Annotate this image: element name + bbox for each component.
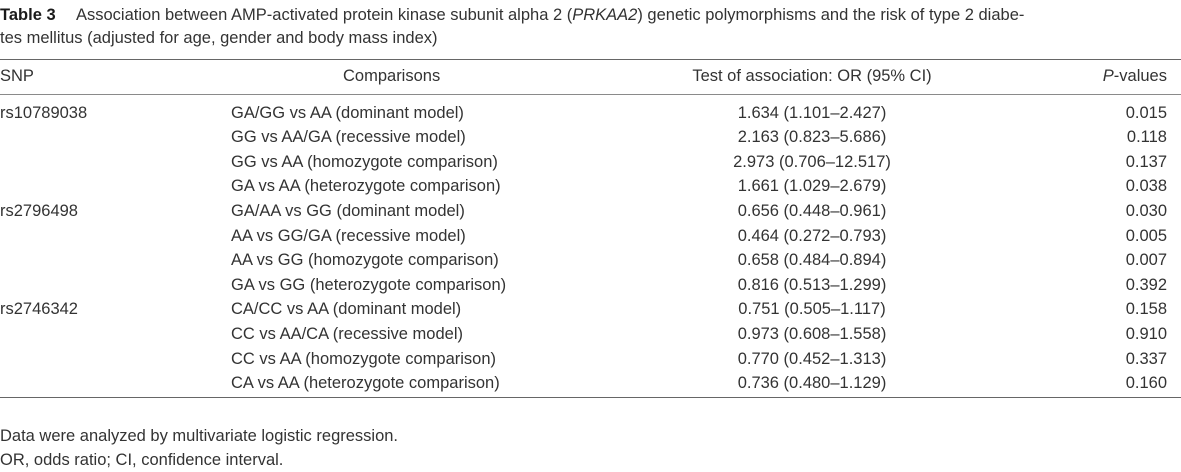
p-value-cell: 0.337 [1125, 349, 1167, 368]
p-value-cell: 0.030 [1125, 201, 1167, 220]
bottom-rule [0, 397, 1181, 399]
comparison-cell: AA vs GG/GA (recessive model) [231, 226, 466, 245]
table-row: GA vs GG (heterozygote comparison) 0.816 … [0, 273, 1181, 298]
odds-ratio-cell: 0.973 (0.608–1.558) [737, 324, 887, 343]
caption-gene: PRKAA2 [572, 6, 638, 24]
table-row: CC vs AA/CA (recessive model) 0.973 (0.60… [0, 322, 1181, 347]
header-p-italic: P [1102, 67, 1114, 85]
comparison-cell: GG vs AA/GA (recessive model) [231, 128, 466, 147]
header-p-rest: -values [1113, 67, 1167, 85]
p-value-cell: 0.038 [1125, 177, 1167, 196]
header-rule [0, 94, 1181, 95]
snp-cell: rs2796498 [0, 201, 78, 220]
footnote-method: Data were analyzed by multivariate logis… [0, 427, 399, 445]
p-value-cell: 0.392 [1125, 275, 1167, 294]
header-snp: SNP [0, 67, 34, 85]
table-row: AA vs GG (homozygote comparison) 0.658 (0… [0, 248, 1181, 273]
odds-ratio-cell: 0.464 (0.272–0.793) [737, 226, 887, 245]
comparison-cell: CA vs AA (heterozygote comparison) [231, 374, 500, 393]
comparison-cell: GA/AA vs GG (dominant model) [231, 201, 465, 220]
p-value-cell: 0.015 [1125, 103, 1167, 122]
comparison-cell: GG vs AA (homozygote comparison) [231, 152, 498, 171]
odds-ratio-cell: 2.973 (0.706–12.517) [733, 152, 891, 171]
table-row: rs10789038 GA/GG vs AA (dominant model) 1.… [0, 101, 1181, 126]
header-comparisons: Comparisons [343, 67, 441, 85]
table-row: GA vs AA (heterozygote comparison) 1.661 … [0, 174, 1181, 199]
caption-line-2: tes mellitus (adjusted for age, gender a… [0, 29, 438, 47]
caption-line-1: Table 3 Association between AMP-activated… [0, 4, 1175, 27]
table-row: GG vs AA/GA (recessive model) 2.163 (0.82… [0, 125, 1181, 150]
p-value-cell: 0.160 [1125, 374, 1167, 393]
comparison-cell: GA/GG vs AA (dominant model) [231, 103, 464, 122]
odds-ratio-cell: 0.656 (0.448–0.961) [737, 201, 887, 220]
comparison-cell: CC vs AA (homozygote comparison) [231, 349, 497, 368]
odds-ratio-cell: 2.163 (0.823–5.686) [737, 128, 887, 147]
p-value-cell: 0.910 [1125, 324, 1167, 343]
comparison-cell: AA vs GG (homozygote comparison) [231, 251, 499, 270]
p-value-cell: 0.005 [1125, 226, 1167, 245]
header-test-of-association: Test of association: OR (95% CI) [692, 67, 932, 85]
table-row: AA vs GG/GA (recessive model) 0.464 (0.27… [0, 224, 1181, 249]
odds-ratio-cell: 0.751 (0.505–1.117) [738, 300, 886, 319]
footnote-abbreviations: OR, odds ratio; CI, confidence interval. [0, 451, 284, 469]
p-value-cell: 0.118 [1126, 128, 1167, 147]
odds-ratio-cell: 1.661 (1.029–2.679) [737, 177, 887, 196]
odds-ratio-cell: 1.634 (1.101–2.427) [737, 103, 887, 122]
comparison-cell: GA vs GG (heterozygote comparison) [231, 275, 507, 294]
table-label: Table 3 [0, 6, 56, 24]
table-caption: Table 3 Association between AMP-activated… [0, 4, 1175, 50]
header-p-values: P-values [1103, 64, 1167, 88]
top-rule [0, 59, 1181, 61]
table-row: CC vs AA (homozygote comparison) 0.770 (0… [0, 347, 1181, 372]
odds-ratio-cell: 0.658 (0.484–0.894) [737, 251, 887, 270]
table-row: CA vs AA (heterozygote comparison) 0.736 … [0, 371, 1181, 396]
p-value-cell: 0.158 [1125, 300, 1167, 319]
table-row: GG vs AA (homozygote comparison) 2.973 (0… [0, 150, 1181, 175]
caption-text-b: ) genetic polymorphisms and the risk of … [637, 6, 1025, 24]
table-row: rs2746342 CA/CC vs AA (dominant model) 0.7… [0, 297, 1181, 322]
table-row: rs2796498 GA/AA vs GG (dominant model) 0.6… [0, 199, 1181, 224]
odds-ratio-cell: 0.816 (0.513–1.299) [737, 275, 887, 294]
snp-cell: rs2746342 [0, 300, 78, 319]
odds-ratio-cell: 0.736 (0.480–1.129) [737, 374, 887, 393]
p-value-cell: 0.137 [1125, 152, 1167, 171]
snp-cell: rs10789038 [0, 103, 88, 122]
comparison-cell: GA vs AA (heterozygote comparison) [231, 177, 501, 196]
comparison-cell: CC vs AA/CA (recessive model) [231, 324, 463, 343]
odds-ratio-cell: 0.770 (0.452–1.313) [737, 349, 887, 368]
comparison-cell: CA/CC vs AA (dominant model) [231, 300, 462, 319]
p-value-cell: 0.007 [1125, 251, 1167, 270]
caption-text-a: Association between AMP-activated protei… [76, 6, 573, 24]
